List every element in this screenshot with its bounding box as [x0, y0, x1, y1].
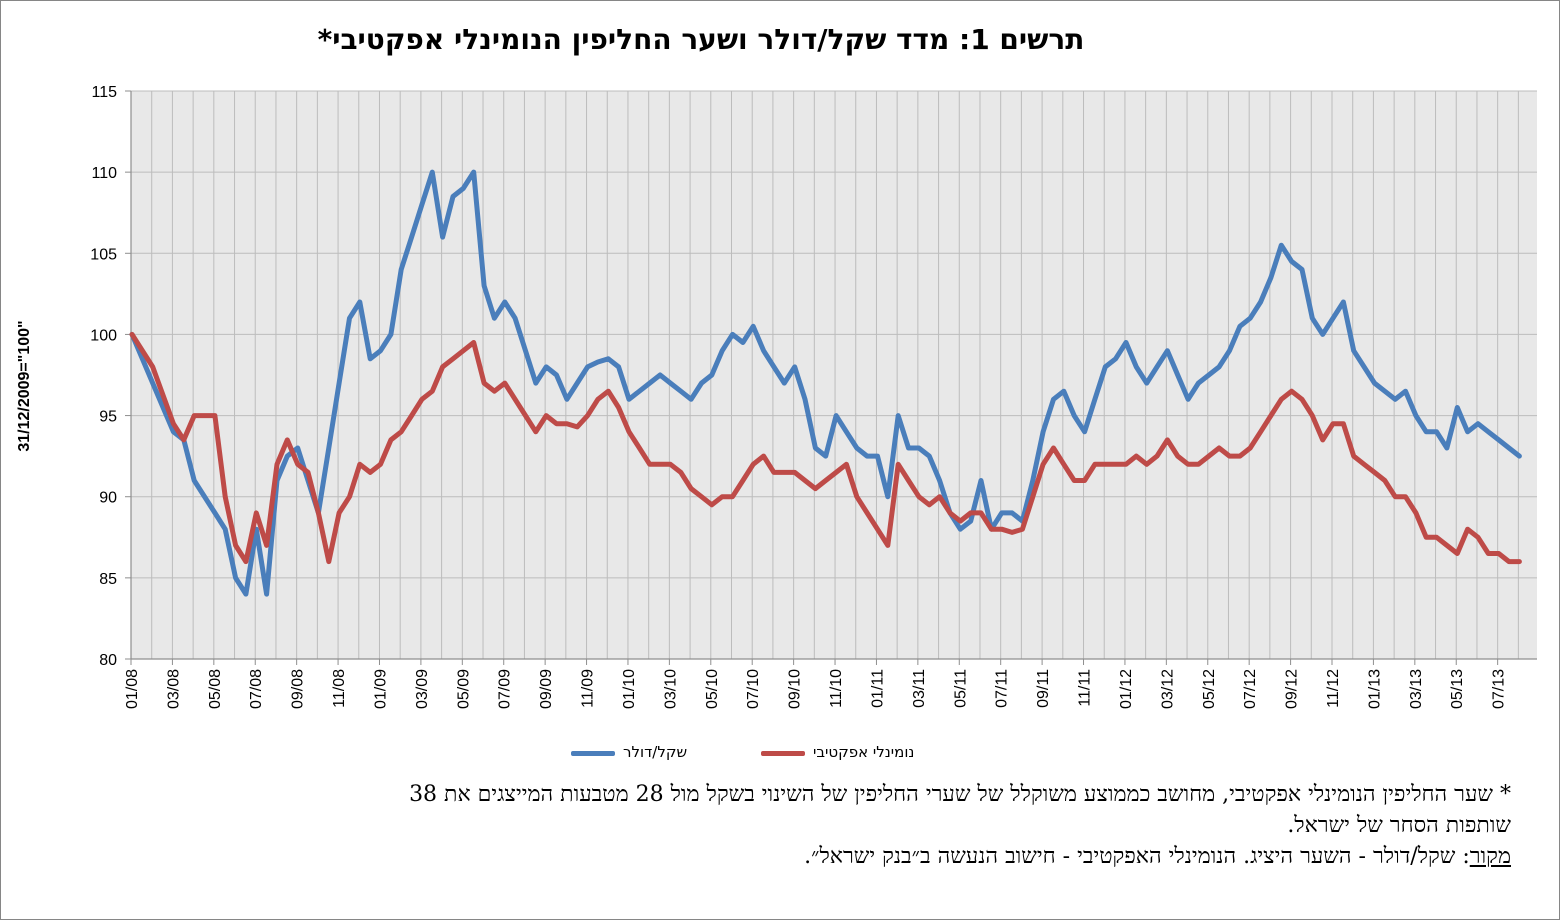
y-tick-label: 95: [99, 409, 117, 426]
x-tick-label: 09/12: [1284, 669, 1301, 709]
x-tick-label: 03/09: [414, 669, 431, 709]
y-tick-labels: 80 85 90 95 100 105 110 115: [90, 84, 131, 669]
chart-title: תרשים 1: מדד שקל/דולר ושער החליפין הנומי…: [317, 23, 1085, 56]
source-label: מקור: [1469, 844, 1511, 869]
x-tick-label: 05/13: [1449, 669, 1466, 709]
legend-item-usd: שקל/דולר: [571, 741, 731, 765]
series-line-usd: [129, 169, 1522, 597]
legend-swatch-effective: [761, 751, 805, 756]
x-tick-label: 11/11: [1077, 669, 1094, 707]
legend-label-effective: נומינלי אפקטיבי: [813, 743, 915, 761]
plot-background: [131, 91, 1537, 659]
x-tick-label: 01/12: [1118, 669, 1135, 709]
footnote-line-1: * שער החליפין הנומינלי אפקטיבי, מחושב כמ…: [409, 782, 1511, 807]
x-tick-label: 11/12: [1325, 669, 1342, 708]
legend-label-usd: שקל/דולר: [623, 743, 688, 761]
x-tick-label: 01/13: [1366, 669, 1383, 709]
x-tick-label: 01/11: [869, 669, 886, 708]
x-tick-label: 07/09: [497, 669, 514, 709]
x-tick-label: 09/08: [290, 669, 307, 709]
x-tick-label: 05/09: [455, 669, 472, 709]
y-tick-label: 90: [99, 490, 117, 507]
x-tick-label: 09/09: [538, 669, 555, 709]
y-tick-label: 85: [99, 571, 117, 588]
x-tick-label: 09/11: [1035, 669, 1052, 708]
x-tick-label: 11/09: [580, 669, 597, 708]
x-tick-label: 05/11: [952, 669, 969, 708]
x-tick-label: 11/10: [828, 669, 845, 708]
x-tick-label: 09/10: [787, 669, 804, 709]
x-tick-label: 03/10: [662, 669, 679, 709]
x-tick-label: 05/08: [207, 669, 224, 709]
y-tick-label: 105: [90, 246, 117, 263]
source-line: מקור: שקל/דולר - השער היציג. הנומינלי הא…: [41, 841, 1511, 872]
source-text: : שקל/דולר - השער היציג. הנומינלי האפקטי…: [804, 844, 1470, 869]
x-tick-label: 05/12: [1201, 669, 1218, 709]
x-tick-label: 07/08: [248, 669, 265, 709]
series-line-effective: [129, 331, 1522, 565]
legend-swatch-usd: [571, 751, 615, 756]
legend-item-effective: נומינלי אפקטיבי: [761, 741, 981, 765]
y-tick-label: 100: [90, 327, 117, 344]
x-tick-label: 05/10: [704, 669, 721, 709]
footnote: * שער החליפין הנומינלי אפקטיבי, מחושב כמ…: [41, 779, 1511, 872]
x-tick-label: 03/08: [165, 669, 182, 709]
y-tick-label: 115: [91, 84, 117, 101]
x-tick-label: 01/09: [372, 669, 389, 709]
footnote-line-2: שותפות הסחר של ישראל.: [1287, 813, 1511, 838]
x-tick-label: 01/10: [621, 669, 638, 709]
y-tick-label: 80: [99, 652, 117, 669]
x-tick-label: 03/13: [1408, 669, 1425, 709]
x-tick-label: 07/12: [1242, 669, 1259, 709]
x-tick-label: 07/10: [745, 669, 762, 709]
legend: שקל/דולר נומינלי אפקטיבי: [571, 741, 991, 765]
x-tick-label: 01/08: [124, 669, 141, 709]
x-tick-label: 11/08: [331, 669, 348, 708]
axes: [130, 91, 1537, 660]
x-tick-label: 03/11: [911, 669, 928, 708]
series-layer: [129, 169, 1522, 597]
x-tick-labels: 01/08 03/08 05/08 07/08 09/08 11/08 01/09 03/09…: [124, 659, 1508, 709]
y-tick-label: 110: [91, 165, 117, 182]
x-tick-label: 03/12: [1159, 669, 1176, 709]
x-tick-label: 07/11: [994, 669, 1011, 708]
x-tick-label: 07/13: [1491, 669, 1508, 709]
